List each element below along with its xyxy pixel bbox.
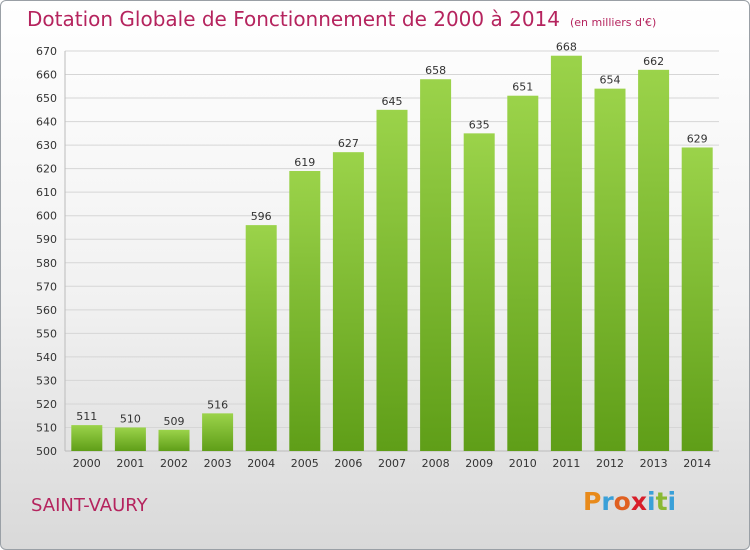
- x-axis-ticks: 2000 2001 2002 2003 2004 2005 2006 2007 2008 2009…: [73, 457, 711, 470]
- y-tick-label: 550: [36, 327, 57, 340]
- bar: [332, 152, 364, 452]
- chart-title-text: Dotation Globale de Fonctionnement de 20…: [27, 7, 560, 31]
- y-tick-label: 530: [36, 374, 57, 387]
- bar: [245, 225, 277, 451]
- y-tick-label: 640: [36, 116, 57, 129]
- x-tick-label: 2013: [640, 457, 668, 470]
- y-tick-label: 670: [36, 45, 57, 58]
- x-tick-label: 2003: [204, 457, 232, 470]
- y-tick-label: 590: [36, 233, 57, 246]
- logo-letter: x: [630, 487, 647, 516]
- x-tick-label: 2002: [160, 457, 188, 470]
- data-label: 645: [382, 95, 403, 108]
- bar: [507, 95, 539, 452]
- y-axis-ticks: 500 510 520 530 540 550 560 570 580 590 600 610 620 6…: [36, 45, 57, 458]
- data-label: 627: [338, 137, 359, 150]
- logo-letter: t: [655, 487, 668, 516]
- x-tick-label: 2010: [509, 457, 537, 470]
- x-tick-label: 2011: [552, 457, 580, 470]
- x-tick-label: 2001: [116, 457, 144, 470]
- bar: [594, 88, 626, 451]
- y-tick-label: 500: [36, 445, 57, 458]
- data-labels: 511 510 509 516 596 619 627 645 658 635 651 668 654 6…: [76, 41, 707, 428]
- bar: [638, 69, 670, 451]
- data-label: 596: [251, 210, 272, 223]
- bar: [376, 109, 408, 451]
- data-label: 510: [120, 412, 141, 425]
- data-label: 509: [164, 415, 185, 428]
- data-label: 511: [76, 410, 97, 423]
- logo-letter: P: [583, 487, 602, 516]
- data-label: 658: [425, 64, 446, 77]
- bar: [114, 427, 146, 451]
- data-label: 668: [556, 41, 577, 54]
- x-tick-label: 2009: [465, 457, 493, 470]
- bars: [71, 55, 713, 452]
- y-tick-label: 570: [36, 280, 57, 293]
- y-tick-label: 560: [36, 304, 57, 317]
- x-tick-label: 2005: [291, 457, 319, 470]
- x-tick-label: 2006: [334, 457, 362, 470]
- x-tick-label: 2012: [596, 457, 624, 470]
- x-tick-label: 2008: [422, 457, 450, 470]
- x-tick-label: 2000: [73, 457, 101, 470]
- data-label: 662: [643, 55, 664, 68]
- y-tick-label: 510: [36, 421, 57, 434]
- x-tick-label: 2007: [378, 457, 406, 470]
- commune-name: SAINT-VAURY: [31, 495, 148, 516]
- proxiti-logo: Proxiti: [583, 487, 676, 516]
- y-tick-label: 620: [36, 163, 57, 176]
- bar: [202, 413, 234, 451]
- y-tick-label: 660: [36, 69, 57, 82]
- data-label: 651: [512, 81, 533, 94]
- bar: [550, 55, 582, 452]
- data-label: 629: [687, 132, 708, 145]
- y-tick-label: 520: [36, 398, 57, 411]
- logo-letter: r: [601, 487, 614, 516]
- bar: [158, 429, 190, 451]
- bar: [289, 171, 321, 451]
- bar: [420, 79, 452, 451]
- logo-letter: i: [647, 487, 656, 516]
- data-label: 516: [207, 398, 228, 411]
- y-tick-label: 650: [36, 92, 57, 105]
- y-tick-label: 580: [36, 257, 57, 270]
- x-tick-label: 2004: [247, 457, 275, 470]
- bar: [71, 425, 103, 451]
- data-label: 654: [600, 74, 621, 87]
- x-tick-label: 2014: [683, 457, 711, 470]
- chart-title: Dotation Globale de Fonctionnement de 20…: [27, 7, 656, 31]
- chart-subtitle: (en milliers d'€): [570, 16, 657, 29]
- logo-letter: i: [667, 487, 677, 516]
- bar: [463, 133, 495, 451]
- y-tick-label: 630: [36, 139, 57, 152]
- data-label: 619: [294, 156, 315, 169]
- bar: [681, 147, 713, 451]
- y-tick-label: 540: [36, 351, 57, 364]
- data-label: 635: [469, 118, 490, 131]
- y-tick-label: 600: [36, 210, 57, 223]
- logo-letter: o: [613, 487, 631, 516]
- y-tick-label: 610: [36, 186, 57, 199]
